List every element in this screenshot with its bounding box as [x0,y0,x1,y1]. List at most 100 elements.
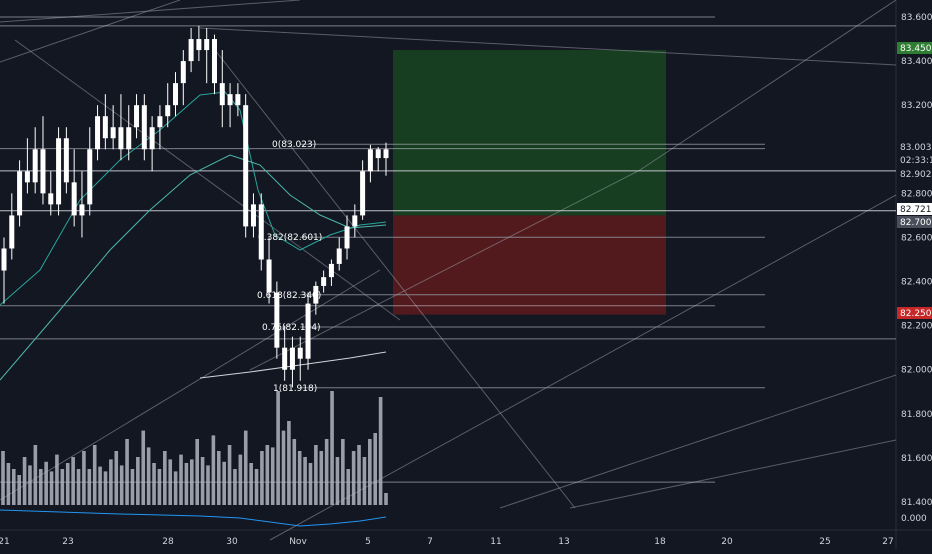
candle-body [63,138,69,183]
volume-bars [1,391,388,505]
time-tick-label: 25 [819,537,830,547]
price-badge [897,203,932,215]
time-tick-label: 18 [654,537,666,547]
volume-bar [65,463,70,505]
candle-body [196,39,202,51]
fib-level-label: 0.75(82.194) [262,323,321,333]
trend-line [0,0,181,63]
price-tick-label: 83.200 [901,101,932,111]
volume-bar [373,433,378,505]
fib-level-label: 0(83.023) [272,140,316,150]
volume-bar [17,475,21,505]
candle-body [118,127,124,150]
volume-bar [211,435,216,505]
candle-body [243,105,249,227]
candle-body [352,215,358,227]
volume-bar [82,451,86,505]
price-badge [897,168,932,180]
volume-bar [130,469,135,505]
volume-bar [190,459,194,505]
volume-bar [297,451,302,505]
candle-body [24,171,30,183]
ma-slow [0,154,387,381]
volume-bar [292,439,297,505]
volume-bar [1,451,5,505]
fib-labels: 0(83.023) 0.382(82.601) 0.618(82.340) 0.75(… [257,140,322,394]
volume-bar [324,439,329,505]
candle-body [173,83,179,106]
trend-line [249,169,641,371]
time-tick-label: 20 [721,537,733,547]
trend-line [0,269,381,501]
candle-body [56,138,62,205]
profit-zone[interactable] [393,50,666,216]
volume-bar [314,445,318,505]
price-tick-label: 82.600 [901,233,932,243]
candle-body [375,149,381,159]
price-tick-label: 81.400 [901,498,932,508]
candle-body [235,94,241,106]
candle-body [313,285,319,304]
volume-bar [308,463,313,505]
volume-bar [163,451,167,505]
volume-bar [136,457,140,505]
volume-bar [152,463,156,505]
time-tick-label: 7 [427,537,433,547]
volume-bar [38,469,43,505]
volume-bar [260,451,264,505]
fib-level-label: 0.618(82.340) [257,291,321,301]
volume-bar [200,457,205,505]
volume-bar [49,471,54,505]
volume-bar [60,469,65,505]
volume-bar [276,391,280,505]
candle-body [102,116,108,139]
volume-bar [287,421,291,505]
volume-bar [6,463,11,505]
price-tick-label: 82.800 [901,189,932,199]
candle-body [40,149,46,194]
volume-bar [103,471,108,505]
candle-body [32,149,38,183]
candle-body [383,149,389,159]
fib-level-label: 0.382(82.601) [258,233,322,243]
candle-body [95,116,101,150]
volume-bar [195,439,199,505]
candle-body [71,182,77,216]
price-badge [897,307,932,319]
volume-bar [179,454,183,505]
volume-bar [335,457,340,505]
candle-body [134,105,140,128]
time-tick-label: 30 [226,537,238,547]
volume-bar [173,471,178,505]
horizontal-levels[interactable] [0,16,896,483]
volume-bar [378,397,383,505]
price-badge [897,216,932,228]
volume-bar [157,469,162,505]
candle-body [17,171,23,216]
volume-bar [346,469,351,505]
candle-body [1,248,7,271]
volume-bar [22,457,27,505]
candle-body [188,39,194,62]
loss-zone[interactable] [393,215,666,315]
time-axis-ticks: 21 23 28 30 Nov 5 7 11 13 18 20 25 27 [0,537,894,547]
volume-bar [71,457,75,505]
price-tick-label: 83.600 [901,13,932,23]
price-badge-label: 82.902 [900,170,932,180]
candle-body [344,226,350,249]
volume-bar [303,457,307,505]
time-tick-label: Nov [289,537,307,547]
candle-body [126,127,132,150]
time-tick-label: 28 [162,537,174,547]
volume-bar [11,469,16,505]
candle-body [211,39,217,84]
volume-bar [330,391,334,505]
candle-body [360,171,366,216]
price-tick-label: 82.000 [901,366,932,376]
price-badge [897,154,932,166]
volume-bar [249,463,253,505]
volume-bar [368,439,372,505]
volume-bar [98,466,102,505]
candle-body [149,127,155,150]
